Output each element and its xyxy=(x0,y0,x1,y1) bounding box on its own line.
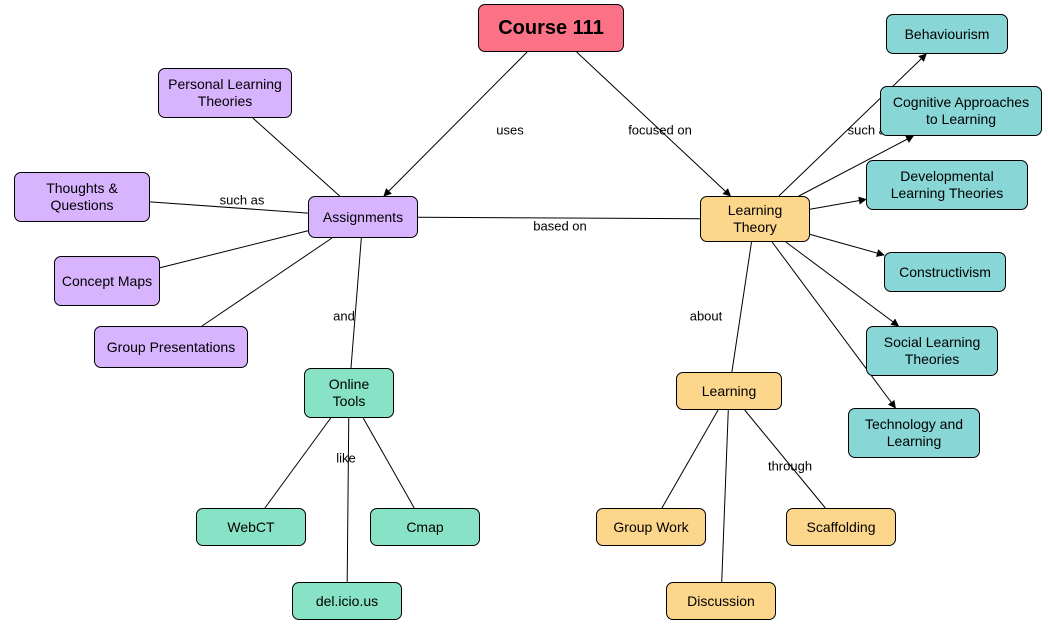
node-tq[interactable]: Thoughts & Questions xyxy=(14,172,150,222)
edge-ltheory-learning xyxy=(732,242,752,372)
edge-learning-gwork xyxy=(662,410,718,508)
node-devtheories[interactable]: Developmental Learning Theories xyxy=(866,160,1028,210)
edge-assignments-gp xyxy=(202,238,332,326)
node-label-scaffolding: Scaffolding xyxy=(806,519,875,536)
node-behav[interactable]: Behaviourism xyxy=(886,14,1008,54)
edge-ltheory-social xyxy=(786,242,899,326)
node-label-otools: Online Tools xyxy=(311,376,387,410)
node-cmaps[interactable]: Concept Maps xyxy=(54,256,160,306)
node-label-assignments: Assignments xyxy=(323,209,403,226)
node-social[interactable]: Social Learning Theories xyxy=(866,326,998,376)
edge-otools-webct xyxy=(265,418,331,508)
node-label-gp: Group Presentations xyxy=(107,339,235,356)
node-label-cognitive: Cognitive Approaches to Learning xyxy=(887,94,1035,128)
node-plt[interactable]: Personal Learning Theories xyxy=(158,68,292,118)
node-gwork[interactable]: Group Work xyxy=(596,508,706,546)
node-ltheory[interactable]: Learning Theory xyxy=(700,196,810,242)
node-label-cmap: Cmap xyxy=(406,519,443,536)
node-label-cmaps: Concept Maps xyxy=(62,273,152,290)
node-label-construct: Constructivism xyxy=(899,264,991,281)
edge-label-course-ltheory: focused on xyxy=(628,123,692,138)
node-label-plt: Personal Learning Theories xyxy=(165,76,285,110)
edge-assignments-otools xyxy=(351,238,361,368)
node-cognitive[interactable]: Cognitive Approaches to Learning xyxy=(880,86,1042,136)
node-construct[interactable]: Constructivism xyxy=(884,252,1006,292)
edge-label-assignments-tq: such as xyxy=(220,193,265,208)
edge-label-assignments-otools: and xyxy=(333,309,355,324)
node-scaffolding[interactable]: Scaffolding xyxy=(786,508,896,546)
node-techlearn[interactable]: Technology and Learning xyxy=(848,408,980,458)
edge-ltheory-construct xyxy=(810,234,884,255)
node-label-social: Social Learning Theories xyxy=(873,334,991,368)
edge-ltheory-techlearn xyxy=(772,242,895,408)
node-label-delicious: del.icio.us xyxy=(316,593,378,610)
edge-otools-cmap xyxy=(363,418,414,508)
node-label-course: Course 111 xyxy=(498,16,604,40)
node-course[interactable]: Course 111 xyxy=(478,4,624,52)
node-label-behav: Behaviourism xyxy=(905,26,990,43)
node-label-ltheory: Learning Theory xyxy=(707,202,803,236)
edge-assignments-cmaps xyxy=(160,231,308,268)
edge-label-learning-scaffolding: through xyxy=(768,459,812,474)
node-otools[interactable]: Online Tools xyxy=(304,368,394,418)
edge-label-ltheory-learning: about xyxy=(690,309,723,324)
edge-ltheory-devtheories xyxy=(810,199,866,209)
edge-otools-delicious xyxy=(347,418,349,582)
edge-assignments-plt xyxy=(253,118,340,196)
node-label-techlearn: Technology and Learning xyxy=(855,416,973,450)
node-label-discussion: Discussion xyxy=(687,593,755,610)
node-gp[interactable]: Group Presentations xyxy=(94,326,248,368)
edge-label-assignments-ltheory: based on xyxy=(533,219,587,234)
node-webct[interactable]: WebCT xyxy=(196,508,306,546)
node-label-devtheories: Developmental Learning Theories xyxy=(873,168,1021,202)
node-cmap[interactable]: Cmap xyxy=(370,508,480,546)
node-learning[interactable]: Learning xyxy=(676,372,782,410)
node-label-learning: Learning xyxy=(702,383,757,400)
node-discussion[interactable]: Discussion xyxy=(666,582,776,620)
node-label-gwork: Group Work xyxy=(613,519,688,536)
edge-label-course-assignments: uses xyxy=(496,123,523,138)
node-label-tq: Thoughts & Questions xyxy=(21,180,143,214)
edge-learning-discussion xyxy=(722,410,729,582)
node-delicious[interactable]: del.icio.us xyxy=(292,582,402,620)
node-assignments[interactable]: Assignments xyxy=(308,196,418,238)
edge-label-otools-cmap: like xyxy=(336,451,356,466)
node-label-webct: WebCT xyxy=(227,519,274,536)
concept-map-stage: uses focused on such as based on and like abou… xyxy=(0,0,1048,634)
